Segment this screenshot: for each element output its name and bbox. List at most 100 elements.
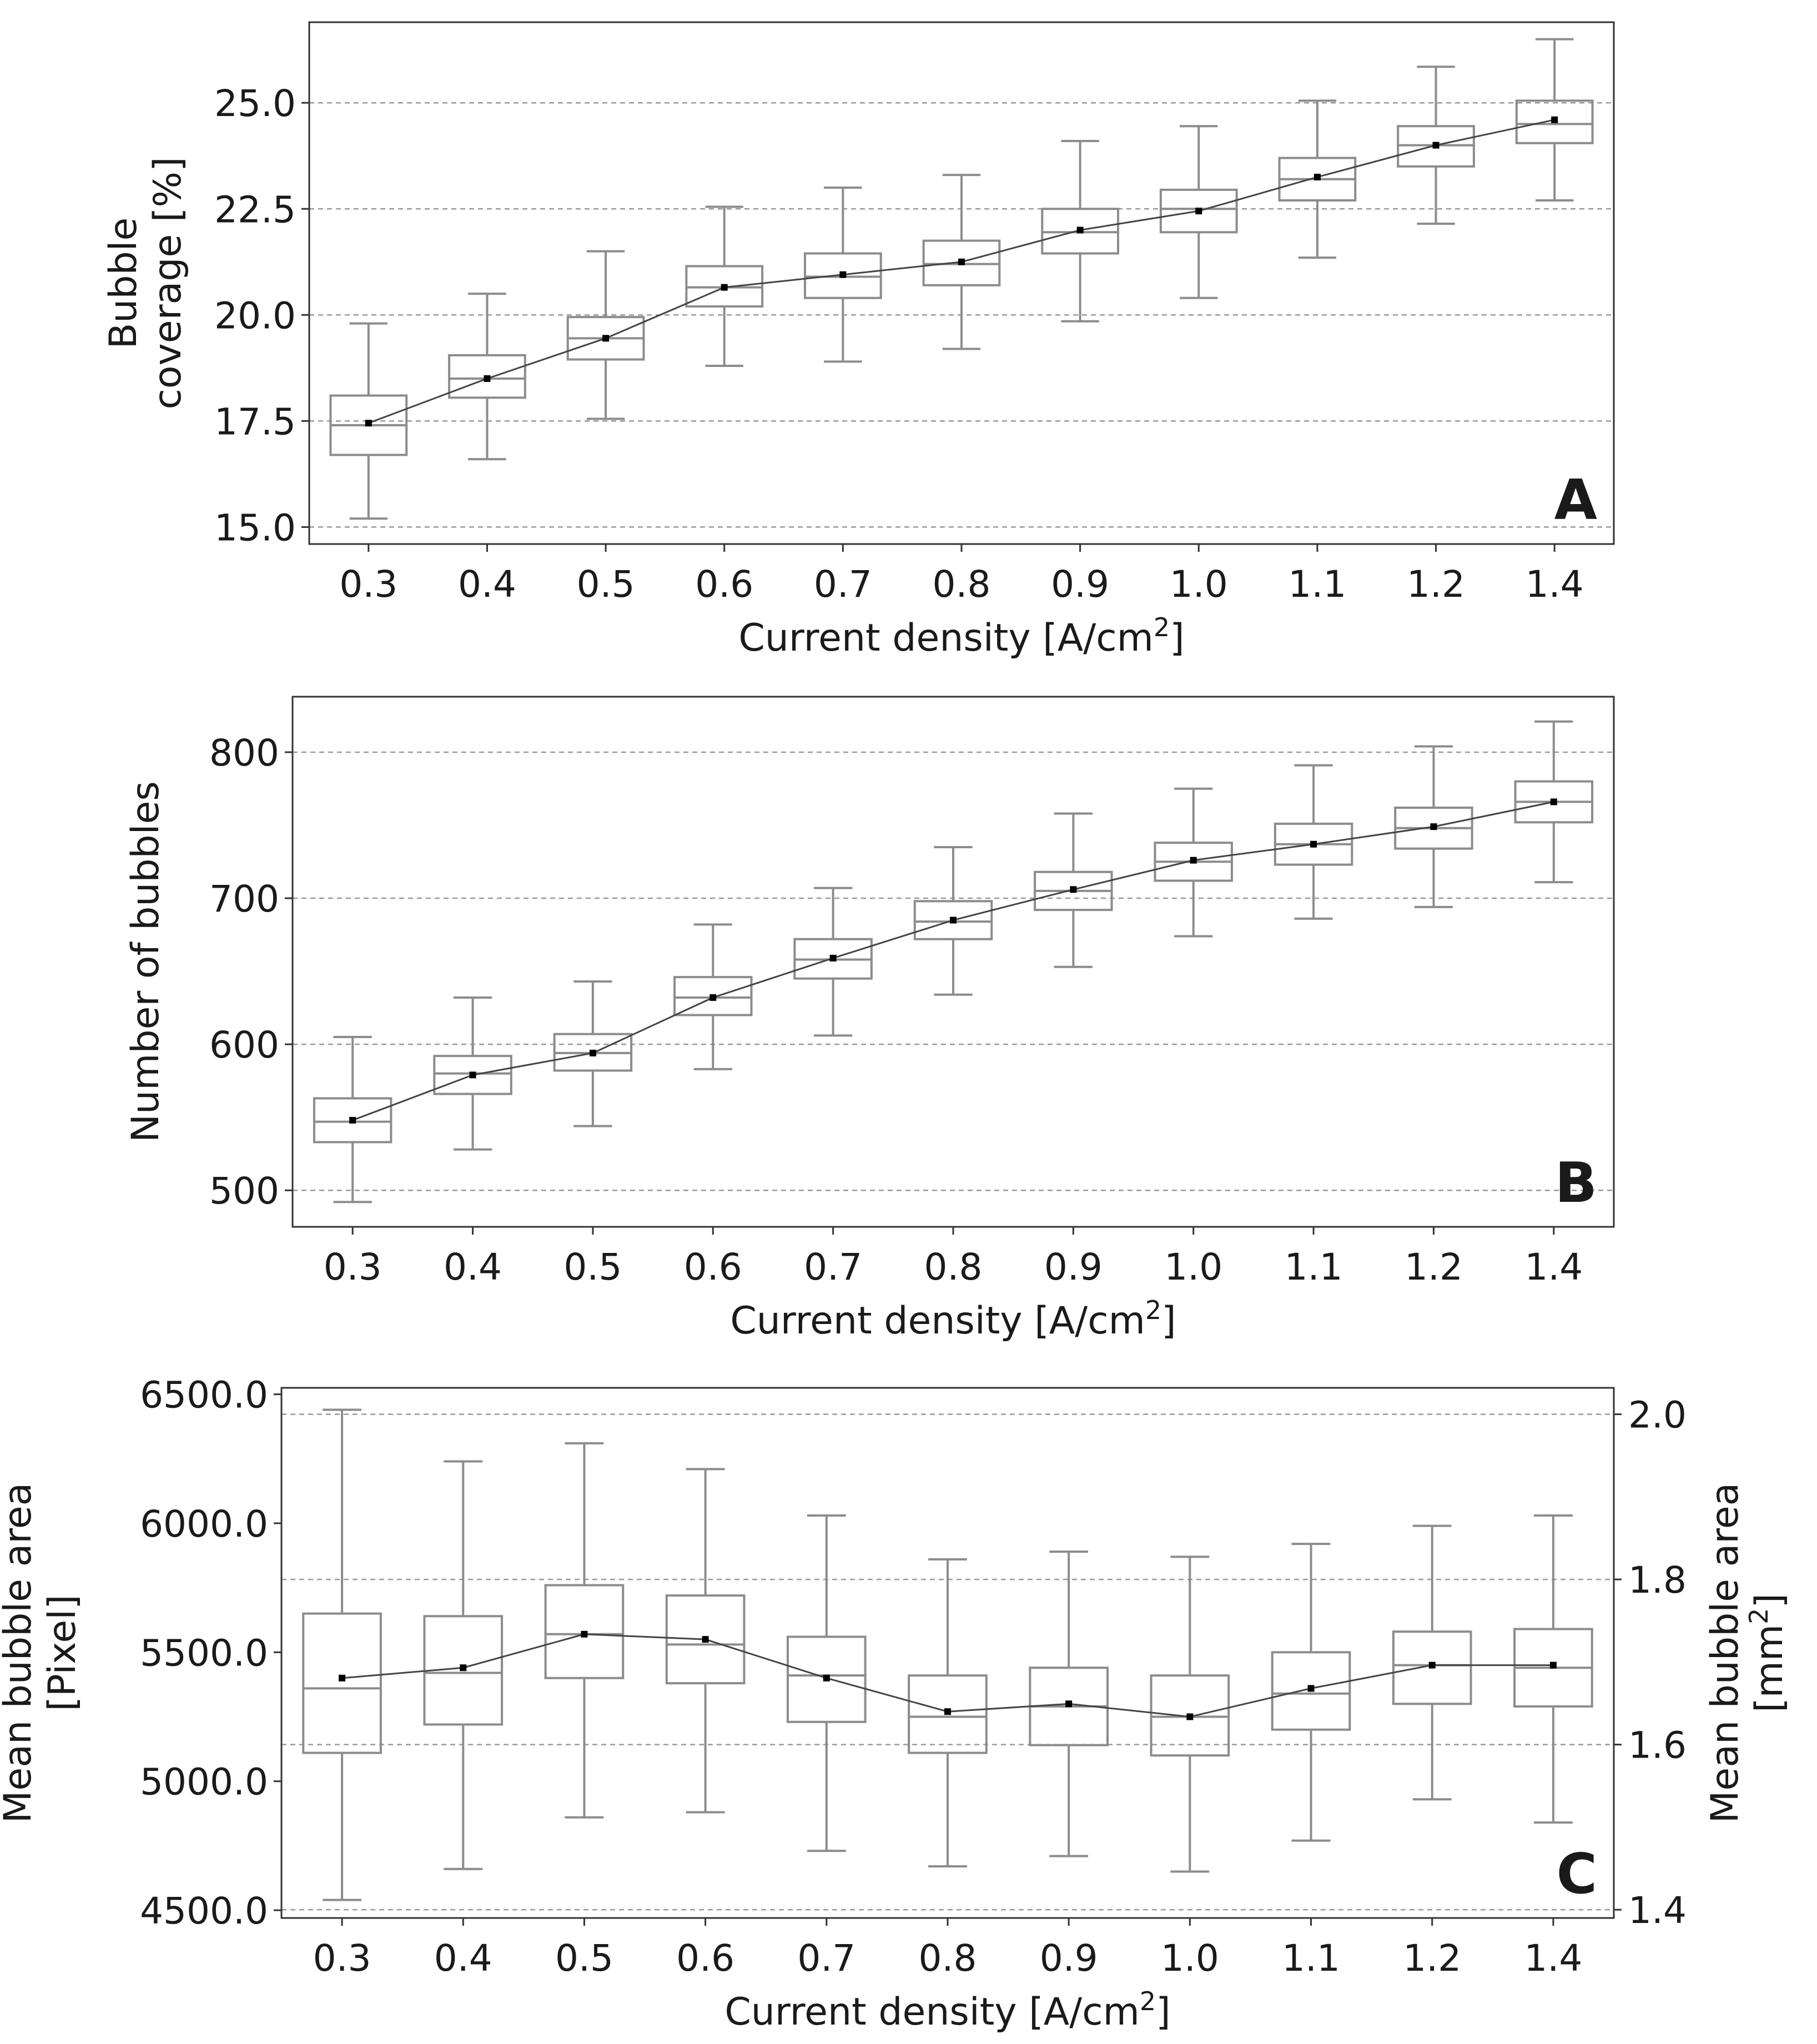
box-0.8: [913, 845, 993, 996]
box-1.1: [1278, 99, 1357, 259]
y2-axis-label: Mean bubble area: [1703, 1483, 1747, 1823]
ytick-label: 5500.0: [140, 1632, 268, 1674]
mean-marker-0.3: [339, 1674, 346, 1681]
box-1.4: [1513, 1514, 1593, 1824]
mean-marker-0.8: [950, 917, 957, 924]
mean-marker-0.9: [1070, 886, 1077, 893]
box-iqr: [1159, 188, 1238, 234]
x-axis-label: Current density [A/cm2]: [724, 1986, 1170, 2034]
ytick-label: 22.5: [214, 188, 296, 231]
ytick-label: 800: [209, 732, 279, 774]
mean-marker-1.2: [1430, 823, 1437, 830]
ytick-label: 5000.0: [140, 1761, 268, 1804]
mean-marker-1.2: [1428, 1662, 1436, 1669]
mean-marker-1.4: [1550, 798, 1557, 805]
mean-marker-1.1: [1313, 173, 1321, 180]
box-iqr: [1392, 1630, 1472, 1705]
mean-marker-1.0: [1186, 1713, 1194, 1720]
xtick-label: 1.4: [1526, 563, 1584, 606]
ytick-label: 6500.0: [140, 1374, 268, 1417]
box-iqr: [665, 1594, 746, 1685]
mean-marker-1.0: [1195, 208, 1202, 215]
xtick-label: 1.4: [1524, 1246, 1583, 1288]
panel-c: 4500.0 5000.0 5500.0 6000.0 6500.0 1.4 1.6 1.8 2…: [0, 1374, 1791, 2034]
xtick-label: 0.7: [814, 563, 872, 606]
xtick-label: 1.2: [1405, 1246, 1463, 1288]
xtick-label: 1.1: [1282, 1937, 1340, 1980]
box-iqr: [908, 1674, 988, 1754]
mean-marker-0.6: [702, 1636, 709, 1643]
y2tick-label: 1.8: [1628, 1559, 1687, 1602]
ytick-label: 17.5: [214, 400, 296, 443]
panel-label: B: [1555, 1150, 1597, 1215]
box-iqr: [544, 1584, 625, 1679]
ytick-label: 20.0: [214, 294, 296, 337]
mean-marker-1.4: [1551, 116, 1558, 123]
box-iqr: [787, 1635, 867, 1723]
mean-marker-1.1: [1310, 840, 1317, 848]
xtick-label: 0.8: [933, 563, 991, 606]
mean-marker-0.3: [365, 420, 372, 427]
xtick-label: 0.9: [1040, 1937, 1098, 1980]
ytick-label: 6000.0: [140, 1503, 268, 1545]
panel-b: 500 600 700 800 0.3 0.4 0.5 0.6 0.7 0.8 0.9 1.0 1.1 1…: [124, 696, 1615, 1343]
xtick-label: 1.0: [1161, 1937, 1219, 1980]
ytick-label: 4500.0: [140, 1890, 268, 1932]
xtick-label: 0.3: [339, 563, 397, 606]
ytick-label: 500: [209, 1170, 279, 1212]
ytick-label: 700: [209, 878, 279, 920]
xtick-label: 0.4: [458, 563, 516, 606]
mean-marker-0.4: [484, 375, 491, 382]
xtick-label: 0.7: [797, 1937, 855, 1980]
panel-label: A: [1554, 467, 1597, 532]
xtick-label: 0.9: [1044, 1246, 1103, 1288]
box-iqr: [673, 976, 753, 1016]
y2-axis-label-unit: [mm2]: [1744, 1593, 1791, 1713]
xtick-label: 0.6: [684, 1246, 742, 1288]
xtick-label: 1.1: [1288, 563, 1346, 606]
xtick-label: 0.4: [434, 1937, 492, 1980]
box-iqr: [433, 1055, 512, 1095]
x-axis-label: Current density [A/cm2]: [738, 612, 1184, 660]
box-iqr: [302, 1612, 382, 1754]
xtick-label: 1.0: [1164, 1246, 1222, 1288]
xtick-label: 0.5: [555, 1937, 613, 1980]
box-0.6: [665, 1468, 746, 1814]
xtick-label: 0.8: [924, 1246, 983, 1288]
box-iqr: [313, 1097, 392, 1144]
xtick-label: 0.3: [313, 1937, 371, 1980]
box-0.6: [685, 205, 764, 367]
box-0.8: [908, 1558, 988, 1868]
ytick-label: 25.0: [214, 82, 296, 125]
mean-marker-0.4: [469, 1071, 476, 1079]
xtick-label: 0.8: [919, 1937, 977, 1980]
y-axis-label: Mean bubble area: [0, 1483, 40, 1823]
panel-label: C: [1557, 1841, 1597, 1906]
xtick-label: 0.6: [695, 563, 753, 606]
mean-marker-0.7: [839, 271, 847, 278]
xtick-label: 0.5: [577, 563, 635, 606]
y-axis-label: Bubble: [102, 218, 145, 349]
box-iqr: [448, 354, 526, 399]
mean-marker-0.3: [349, 1116, 356, 1124]
box-iqr: [1150, 1674, 1230, 1757]
xtick-label: 0.3: [324, 1246, 382, 1288]
y-axis-label: Number of bubbles: [124, 781, 168, 1142]
mean-marker-0.5: [581, 1630, 588, 1638]
mean-marker-1.1: [1307, 1685, 1315, 1692]
ytick-label: 600: [209, 1024, 279, 1066]
mean-marker-0.6: [709, 994, 717, 1001]
xtick-label: 1.0: [1170, 563, 1228, 606]
xtick-label: 0.5: [563, 1246, 622, 1288]
box-0.5: [553, 980, 633, 1127]
ytick-label: 15.0: [214, 506, 296, 549]
xtick-label: 1.4: [1524, 1937, 1582, 1980]
mean-marker-0.5: [602, 335, 610, 342]
xtick-label: 0.9: [1051, 563, 1109, 606]
box-1.4: [1515, 38, 1594, 202]
xtick-label: 0.4: [444, 1246, 502, 1288]
box-1.0: [1154, 787, 1233, 938]
mean-marker-1.2: [1432, 142, 1439, 149]
